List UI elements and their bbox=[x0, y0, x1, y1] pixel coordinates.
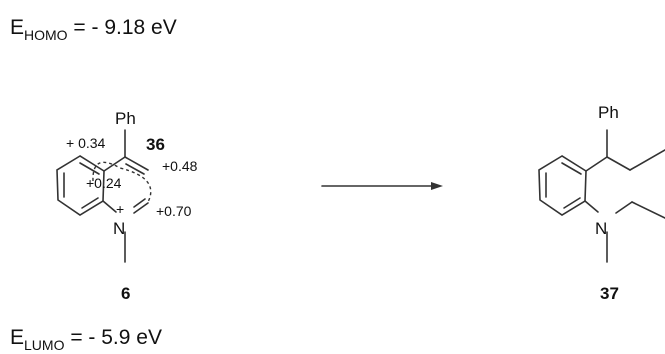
lumo-symbol: E bbox=[10, 326, 25, 349]
left-bond-c4a-c4 bbox=[103, 156, 126, 172]
left-molecule: Ph N + 36 6 + 0.34 +0.24 +0.48 +0.70 bbox=[56, 109, 198, 303]
left-plus-sign: + bbox=[116, 201, 124, 217]
homo-subscript: HOMO bbox=[24, 27, 68, 43]
right-benzene-inner-bond-3 bbox=[563, 197, 581, 209]
right-bond-c4-c3 bbox=[606, 156, 631, 171]
right-bond-c2-c3 bbox=[631, 201, 665, 219]
right-compound-number: 37 bbox=[600, 284, 619, 303]
charge-c2: +0.70 bbox=[156, 203, 192, 219]
right-n-label: N bbox=[595, 219, 607, 238]
homo-value: = - 9.18 eV bbox=[73, 16, 177, 39]
left-ph-label: Ph bbox=[115, 109, 136, 128]
right-molecule: Ph N 37 bbox=[538, 103, 665, 303]
left-bond-c8a-n bbox=[102, 200, 117, 213]
lumo-subscript: LUMO bbox=[24, 337, 65, 353]
lumo-value: = - 5.9 eV bbox=[70, 326, 162, 349]
left-bond-c4-c3-double bbox=[125, 163, 145, 175]
right-bond-n-c2 bbox=[615, 201, 633, 214]
charge-c4: + 0.34 bbox=[66, 135, 106, 151]
right-bond-c8a-n bbox=[584, 200, 599, 213]
right-bond-c3-c2 bbox=[629, 149, 665, 171]
left-bond-n-c2 bbox=[133, 202, 149, 214]
left-bond-c4-c3 bbox=[124, 156, 149, 171]
homo-energy: EHOMO = - 9.18 eV bbox=[10, 16, 177, 43]
arrow-head bbox=[431, 182, 443, 190]
left-label-below: 6 bbox=[121, 284, 130, 303]
homo-symbol: E bbox=[10, 16, 25, 39]
left-compound-number: 36 bbox=[146, 135, 165, 154]
left-benzene-inner-bond-3 bbox=[81, 197, 99, 209]
left-benzene-inner-bond-2 bbox=[79, 162, 100, 175]
right-benzene-inner-bond-2 bbox=[561, 162, 582, 175]
charge-c3: +0.48 bbox=[162, 158, 198, 174]
right-bond-c4a-c4 bbox=[585, 156, 608, 172]
left-n-label: N bbox=[113, 219, 125, 238]
lumo-energy: ELUMO = - 5.9 eV bbox=[10, 326, 162, 353]
left-delocalization-curve bbox=[92, 161, 152, 203]
left-bond-n-c2-double bbox=[133, 198, 146, 208]
reaction-arrow bbox=[321, 182, 443, 190]
charge-c4a: +0.24 bbox=[86, 175, 122, 191]
right-ph-label: Ph bbox=[598, 103, 619, 122]
